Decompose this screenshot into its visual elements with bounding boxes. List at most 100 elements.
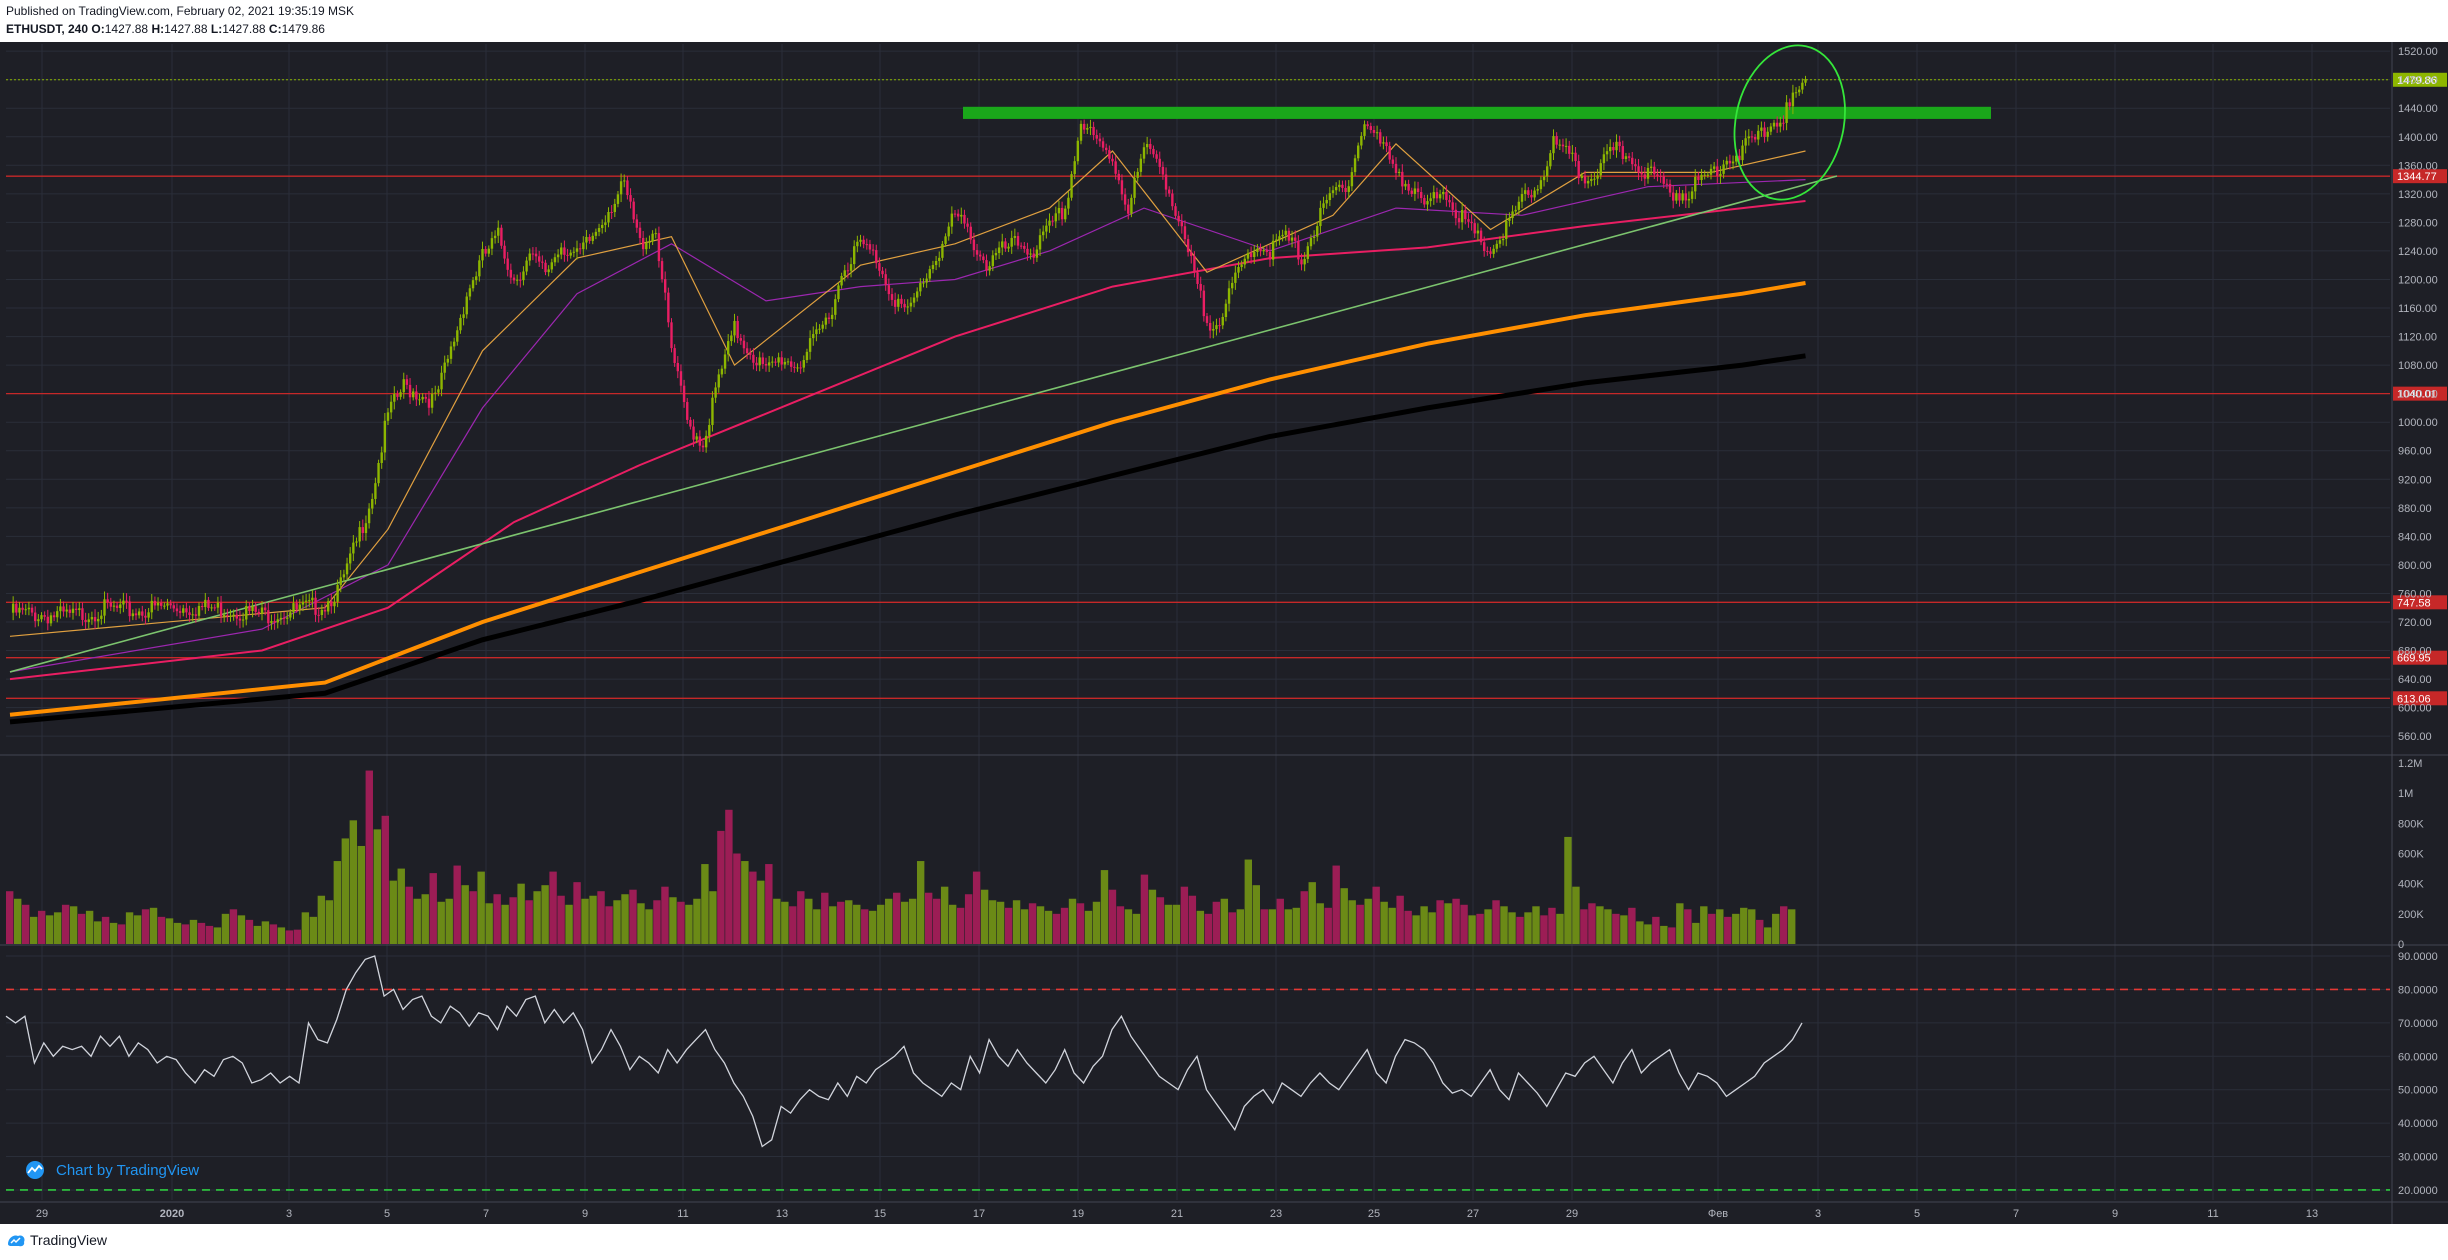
candle-body bbox=[1319, 207, 1322, 227]
candle-body bbox=[1457, 218, 1461, 223]
candle-body bbox=[1309, 237, 1313, 247]
volume-bar bbox=[869, 910, 877, 944]
volume-bar bbox=[1500, 906, 1508, 944]
volume-bar bbox=[1516, 916, 1524, 944]
candle-body bbox=[799, 367, 802, 369]
candle-body bbox=[62, 606, 65, 612]
candle-body bbox=[1514, 209, 1517, 212]
candle-body bbox=[1574, 152, 1577, 162]
volume-bar bbox=[133, 915, 142, 944]
chart-area[interactable]: 1344.77 1040.01 747.58 669.95 613.06 1479.86 … bbox=[0, 42, 2448, 1224]
candle-body bbox=[421, 396, 424, 400]
volume-bar bbox=[1316, 903, 1324, 944]
candle-body bbox=[1152, 148, 1155, 155]
volume-bar bbox=[924, 892, 933, 944]
candle-body bbox=[654, 233, 657, 235]
candle-body bbox=[519, 279, 522, 281]
time-tick-label: 29 bbox=[36, 1208, 48, 1220]
candle-body bbox=[1631, 157, 1634, 165]
candle-body bbox=[1728, 160, 1732, 164]
candle-body bbox=[56, 611, 59, 618]
candle-body bbox=[1785, 102, 1788, 123]
volume-bar bbox=[349, 820, 358, 944]
low-label: L: bbox=[210, 22, 223, 36]
candle-body bbox=[1731, 161, 1735, 164]
volume-bar bbox=[533, 891, 541, 944]
candle-body bbox=[260, 607, 264, 614]
volume-bar bbox=[901, 901, 909, 944]
volume-bar bbox=[1540, 915, 1548, 944]
candle-body bbox=[1231, 282, 1234, 289]
volume-bar bbox=[885, 898, 893, 944]
candle-body bbox=[238, 618, 242, 621]
volume-bar bbox=[701, 864, 709, 944]
candle-body bbox=[163, 605, 166, 607]
candle-body bbox=[1366, 124, 1369, 127]
volume-bar bbox=[317, 895, 326, 944]
candle-body bbox=[629, 195, 632, 202]
footer-brand[interactable]: TradingView bbox=[30, 1232, 108, 1248]
candle-body bbox=[229, 615, 232, 617]
candle-body bbox=[733, 320, 736, 336]
volume-bar bbox=[1404, 910, 1412, 944]
candle-body bbox=[730, 335, 733, 342]
candle-body bbox=[1662, 176, 1665, 184]
candle-body bbox=[1643, 174, 1647, 179]
price-tick-label: 1520.00 bbox=[2398, 46, 2438, 58]
volume-tick-label: 400K bbox=[2398, 879, 2424, 891]
candle-body bbox=[875, 250, 878, 264]
volume-bar bbox=[733, 853, 741, 944]
chart-svg[interactable]: 1344.771040.01747.58669.95613.061479.86 … bbox=[0, 42, 2448, 1224]
volume-bar bbox=[477, 871, 485, 944]
candle-body bbox=[125, 600, 128, 602]
candle-body bbox=[1801, 82, 1804, 90]
candle-body bbox=[1479, 230, 1483, 243]
candle-body bbox=[134, 613, 138, 616]
watermark[interactable]: Chart by TradingView bbox=[22, 1160, 199, 1180]
candle-body bbox=[172, 605, 175, 609]
volume-bar bbox=[13, 898, 22, 944]
volume-bar bbox=[1788, 909, 1796, 944]
candle-body bbox=[1287, 230, 1291, 241]
candle-body bbox=[503, 245, 506, 259]
open-value: 1427.88 bbox=[104, 22, 149, 36]
candle-body bbox=[1735, 155, 1738, 162]
candle-body bbox=[547, 269, 550, 273]
candle-body bbox=[1407, 183, 1410, 191]
candle-body bbox=[1019, 245, 1023, 247]
candle-body bbox=[1476, 230, 1480, 234]
candle-body bbox=[657, 233, 661, 262]
volume-bar bbox=[908, 898, 917, 944]
volume-bar bbox=[1596, 906, 1604, 944]
candle-body bbox=[1237, 266, 1240, 273]
candle-body bbox=[1397, 171, 1401, 173]
moving-average-ma_pink bbox=[9, 200, 1806, 681]
symbol-label[interactable]: ETHUSDT, 240 bbox=[6, 22, 89, 36]
volume-bar bbox=[381, 815, 389, 944]
volume-bar bbox=[1692, 922, 1700, 944]
candle-body bbox=[591, 235, 594, 241]
volume-bar bbox=[77, 913, 86, 944]
candle-body bbox=[1016, 236, 1020, 246]
volume-tick-label: 0 bbox=[2398, 939, 2404, 951]
candle-body bbox=[601, 224, 604, 229]
candle-body bbox=[1609, 146, 1612, 152]
candle-body bbox=[333, 601, 336, 607]
level-label: 1344.77 bbox=[2397, 171, 2437, 183]
candle-body bbox=[1738, 155, 1741, 161]
candle-body bbox=[1007, 246, 1010, 249]
volume-bar bbox=[125, 912, 134, 944]
resistance-zone-layer bbox=[963, 106, 1991, 119]
candle-body bbox=[796, 367, 799, 369]
candle-body bbox=[1596, 175, 1599, 179]
time-tick-label: 11 bbox=[677, 1208, 688, 1220]
candle-body bbox=[402, 379, 405, 393]
candle-body bbox=[1782, 122, 1785, 124]
candle-body bbox=[1057, 207, 1061, 214]
volume-bar bbox=[437, 901, 445, 944]
candle-body bbox=[399, 392, 402, 397]
candle-body bbox=[308, 600, 311, 602]
candle-body bbox=[386, 412, 390, 421]
volume-bar bbox=[685, 904, 693, 944]
candle-body bbox=[1042, 231, 1045, 236]
